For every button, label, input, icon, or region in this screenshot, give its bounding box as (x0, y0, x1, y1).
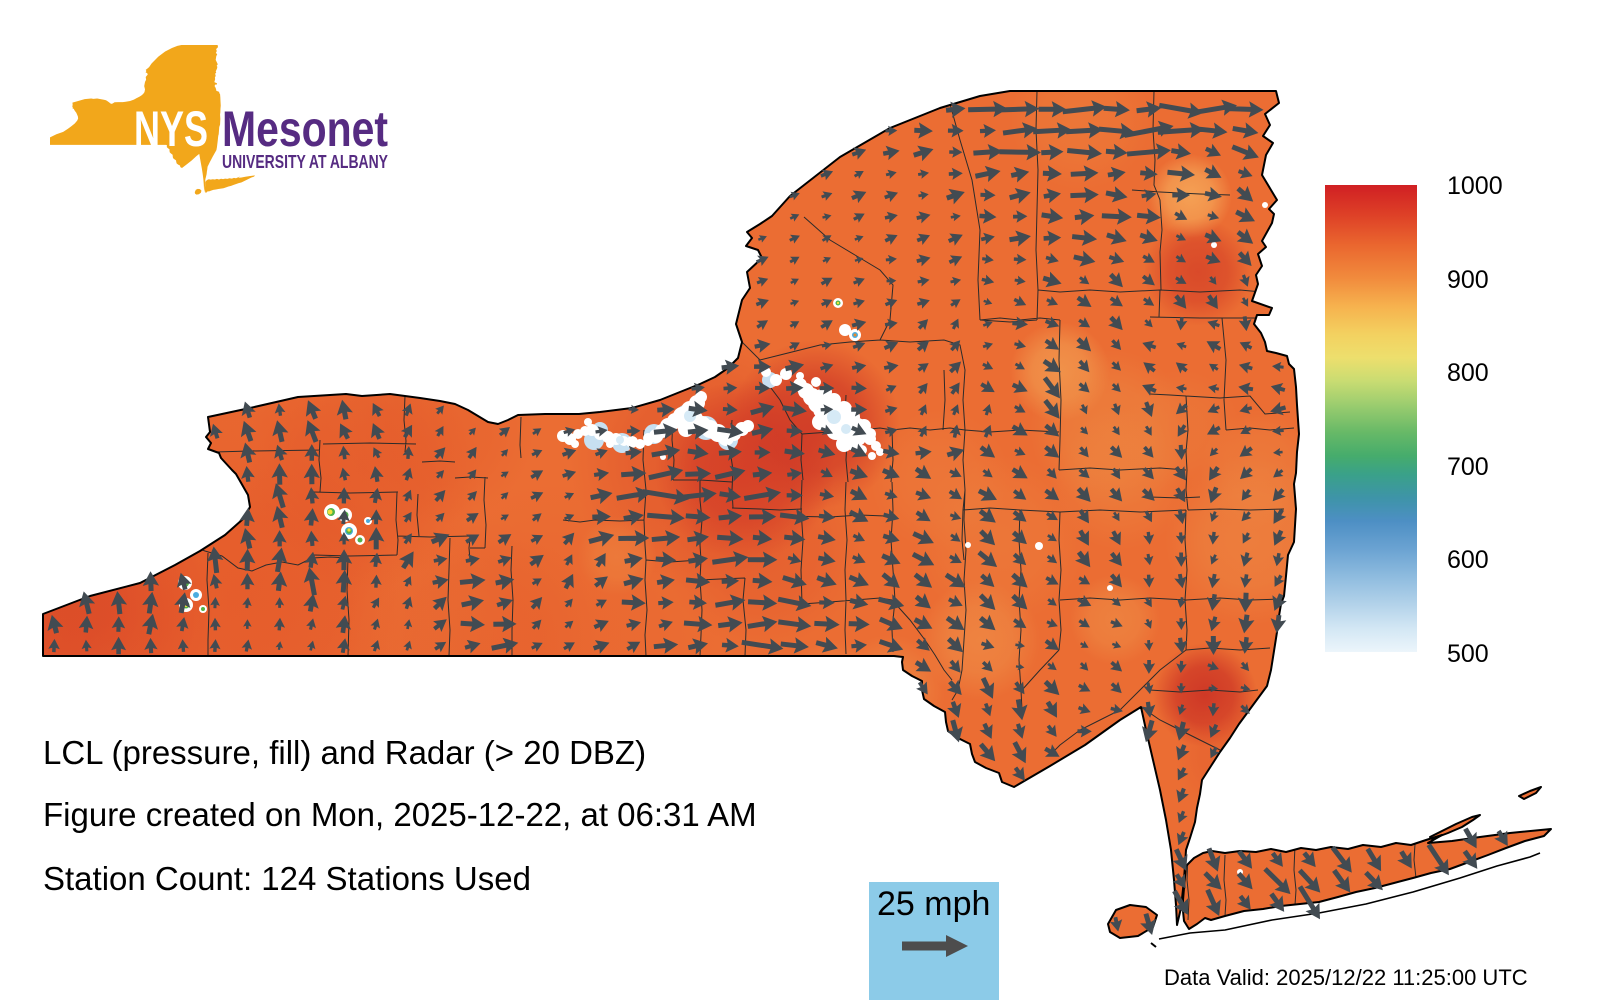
svg-text:LCL (pressure, fill) and Radar: LCL (pressure, fill) and Radar (> 20 DBZ… (43, 734, 646, 771)
svg-text:700: 700 (1447, 453, 1489, 481)
svg-text:1000: 1000 (1447, 172, 1503, 200)
svg-text:Data Valid: 2025/12/22 11:25:0: Data Valid: 2025/12/22 11:25:00 UTC (1164, 965, 1528, 990)
svg-text:Figure created on Mon, 2025-12: Figure created on Mon, 2025-12-22, at 06… (43, 796, 757, 833)
svg-text:UNIVERSITY AT ALBANY: UNIVERSITY AT ALBANY (222, 152, 388, 172)
svg-text:Station Count: 124 Stations Us: Station Count: 124 Stations Used (43, 860, 531, 897)
svg-text:NYS: NYS (134, 101, 208, 157)
svg-text:Mesonet: Mesonet (222, 101, 388, 157)
svg-text:900: 900 (1447, 266, 1489, 294)
svg-text:800: 800 (1447, 359, 1489, 387)
svg-text:600: 600 (1447, 546, 1489, 574)
svg-text:25 mph: 25 mph (877, 885, 990, 923)
svg-text:500: 500 (1447, 640, 1489, 668)
